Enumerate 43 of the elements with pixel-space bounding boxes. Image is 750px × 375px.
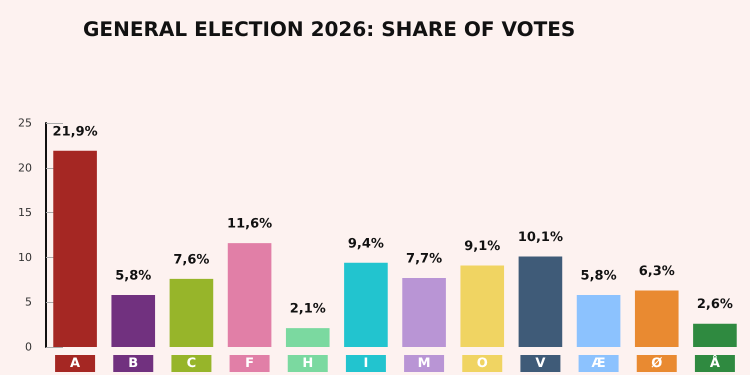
x-tick-label: Ø	[651, 356, 662, 371]
data-label: 2,1%	[290, 302, 326, 317]
bar	[693, 324, 737, 347]
data-label: 7,6%	[173, 252, 210, 268]
bar	[344, 262, 388, 347]
data-label: 10,1%	[518, 230, 563, 246]
x-tick-label: Æ	[592, 356, 606, 371]
x-tick-label: B	[128, 356, 138, 371]
bar	[286, 328, 330, 347]
data-label: 6,3%	[638, 264, 675, 280]
x-tick-label: V	[535, 356, 546, 371]
y-tick-label: 20	[18, 161, 32, 174]
x-tick-label: M	[418, 356, 431, 371]
data-label: 11,6%	[227, 216, 272, 232]
bar	[111, 295, 156, 347]
data-label: 21,9%	[52, 124, 98, 140]
bar	[576, 295, 620, 347]
data-label: 7,7%	[406, 252, 442, 267]
y-tick-label: 0	[25, 340, 32, 354]
bar	[518, 256, 562, 347]
x-tick-label: C	[186, 356, 196, 371]
data-label: 2,6%	[696, 297, 733, 312]
x-tick-label: A	[70, 356, 80, 371]
x-tick-label: I	[363, 356, 368, 371]
data-label: 5,8%	[115, 268, 152, 284]
bar	[53, 150, 97, 347]
x-tick-label: Å	[710, 354, 720, 371]
y-tick-label: 25	[18, 116, 32, 130]
y-tick-label: 15	[18, 206, 32, 220]
bar	[402, 278, 446, 347]
bar	[228, 243, 272, 347]
chart-title: GENERAL ELECTION 2026: SHARE OF VOTES	[83, 17, 576, 41]
data-label: 5,8%	[580, 268, 617, 284]
bar	[634, 290, 679, 347]
x-tick-label: H	[302, 356, 314, 371]
y-tick-label: 5	[25, 296, 32, 309]
data-label: 9,1%	[464, 238, 500, 254]
bar	[460, 265, 504, 347]
y-tick-label: 10	[18, 250, 32, 264]
x-tick-label: F	[245, 356, 254, 371]
data-label: 9,4%	[348, 236, 384, 252]
x-tick-label: O	[476, 356, 488, 371]
bar	[170, 278, 214, 347]
